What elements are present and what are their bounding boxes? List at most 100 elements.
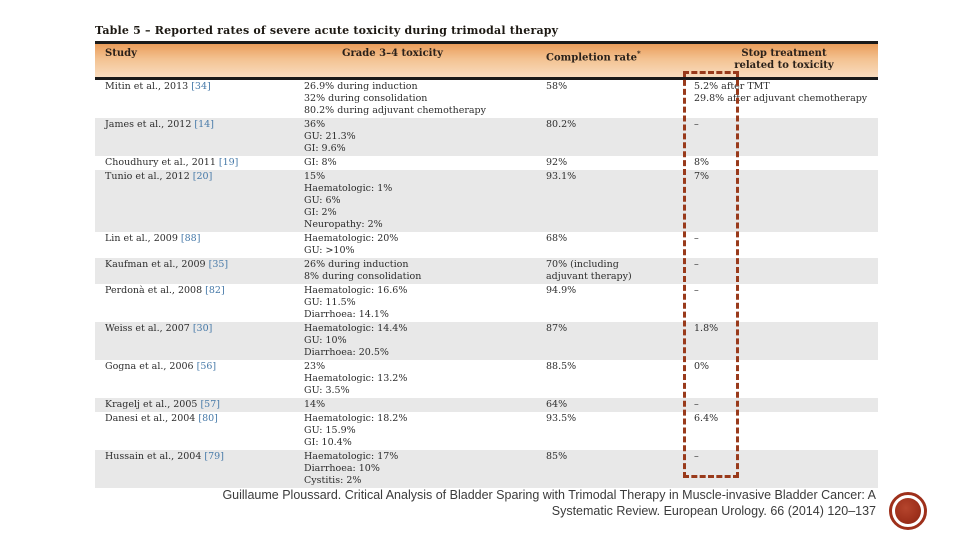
toxicity-line: Diarrhoea: 10%	[304, 463, 380, 474]
study-reference-number: [80]	[198, 413, 218, 424]
stop-treatment-line: –	[694, 451, 699, 462]
toxicity-line: 80.2% during adjuvant chemotherapy	[304, 105, 486, 116]
toxicity-line: Haematologic: 1%	[304, 183, 393, 194]
stop-treatment-line: 5.2% after TMT	[694, 81, 770, 92]
completion-line: 94.9%	[546, 285, 577, 296]
completion-rate-footnote-mark: *	[636, 49, 641, 58]
table-row: Danesi et al., 2004 [80] Haematologic: 18…	[95, 412, 878, 450]
table-row: Mitin et al., 2013 [34] 26.9% during indu…	[95, 80, 878, 118]
stop-treatment-cell: –	[690, 233, 878, 257]
toxicity-line: 8% during consolidation	[304, 271, 422, 282]
study-name: Choudhury et al., 2011	[105, 157, 219, 168]
table-title: Table 5 – Reported rates of severe acute…	[95, 24, 559, 37]
stop-treatment-column-highlight-box	[683, 71, 739, 478]
stop-treatment-label-line1: Stop treatment	[741, 48, 827, 59]
toxicity-line: 15%	[304, 171, 326, 182]
study-cell: James et al., 2012 [14]	[95, 119, 300, 155]
toxicity-line: Neuropathy: 2%	[304, 219, 383, 230]
study-cell: Weiss et al., 2007 [30]	[95, 323, 300, 359]
study-reference-number: [19]	[218, 157, 239, 168]
study-name: Hussain et al., 2004	[105, 451, 205, 462]
toxicity-line: 32% during consolidation	[304, 93, 428, 104]
completion-rate-cell: 88.5%	[540, 361, 690, 397]
table-row: Tunio et al., 2012 [20] 15% Haematologic: …	[95, 170, 878, 232]
toxicity-line: Haematologic: 20%	[304, 233, 399, 244]
stop-treatment-line: –	[694, 399, 699, 410]
study-reference-number: [79]	[204, 451, 224, 462]
completion-line: 85%	[546, 451, 568, 462]
completion-rate-cell: 64%	[540, 399, 690, 411]
toxicity-line: 36%	[304, 119, 326, 130]
toxicity-line: GU: 3.5%	[304, 385, 350, 396]
study-cell: Mitin et al., 2013 [34]	[95, 81, 300, 117]
stop-treatment-line: 6.4%	[694, 413, 719, 424]
toxicity-cell: Haematologic: 20% GU: >10%	[300, 233, 540, 257]
completion-rate-cell: 58%	[540, 81, 690, 117]
toxicity-line: Haematologic: 13.2%	[304, 373, 408, 384]
completion-rate-cell: 93.5%	[540, 413, 690, 449]
completion-line: 68%	[546, 233, 568, 244]
stop-treatment-cell: 7%	[690, 171, 878, 231]
study-name: James et al., 2012	[105, 119, 195, 130]
study-name: Danesi et al., 2004	[105, 413, 199, 424]
toxicity-line: GI: 10.4%	[304, 437, 352, 448]
study-cell: Perdonà et al., 2008 [82]	[95, 285, 300, 321]
toxicity-table: Table 5 – Reported rates of severe acute…	[95, 24, 878, 488]
study-cell: Tunio et al., 2012 [20]	[95, 171, 300, 231]
stop-treatment-line: –	[694, 119, 699, 130]
completion-line: 93.1%	[546, 171, 577, 182]
study-reference-number: [56]	[196, 361, 217, 372]
study-cell: Hussain et al., 2004 [79]	[95, 451, 300, 487]
toxicity-line: Cystitis: 2%	[304, 475, 362, 486]
stop-treatment-label-line2: related to toxicity	[734, 60, 834, 71]
completion-rate-cell: 94.9%	[540, 285, 690, 321]
toxicity-cell: Haematologic: 18.2% GU: 15.9% GI: 10.4%	[300, 413, 540, 449]
completion-line: 87%	[546, 323, 568, 334]
completion-rate-cell: 85%	[540, 451, 690, 487]
toxicity-line: 23%	[304, 361, 326, 372]
study-reference-number: [30]	[192, 323, 213, 334]
stop-treatment-cell: –	[690, 285, 878, 321]
citation-line2: Systematic Review. European Urology. 66 …	[551, 504, 876, 518]
table-row: Weiss et al., 2007 [30] Haematologic: 14.…	[95, 322, 878, 360]
table-row: Perdonà et al., 2008 [82] Haematologic: 1…	[95, 284, 878, 322]
completion-rate-cell: 80.2%	[540, 119, 690, 155]
table-row: Gogna et al., 2006 [56] 23% Haematologic: …	[95, 360, 878, 398]
column-header-toxicity: Grade 3–4 toxicity	[342, 48, 443, 59]
toxicity-line: Haematologic: 16.6%	[304, 285, 408, 296]
stop-treatment-cell: –	[690, 119, 878, 155]
table-row: Hussain et al., 2004 [79] Haematologic: 1…	[95, 450, 878, 488]
study-reference-number: [20]	[192, 171, 213, 182]
red-stamp-inner-disc	[895, 498, 921, 524]
toxicity-line: GI: 8%	[304, 157, 337, 168]
toxicity-line: Haematologic: 17%	[304, 451, 399, 462]
table-row: James et al., 2012 [14] 36% GU: 21.3% GI: 9…	[95, 118, 878, 156]
toxicity-cell: 36% GU: 21.3% GI: 9.6%	[300, 119, 540, 155]
study-name: Gogna et al., 2006	[105, 361, 197, 372]
table-header-bottom-rule	[95, 77, 878, 80]
toxicity-line: GU: 15.9%	[304, 425, 356, 436]
stop-treatment-cell: 8%	[690, 157, 878, 169]
study-cell: Lin et al., 2009 [88]	[95, 233, 300, 257]
table-header-row: Study Grade 3–4 toxicity Completion rate…	[95, 44, 878, 77]
completion-line: 88.5%	[546, 361, 577, 372]
study-name: Mitin et al., 2013	[105, 81, 192, 92]
stop-treatment-line: 29.8% after adjuvant chemotherapy	[694, 93, 868, 104]
stop-treatment-cell: 5.2% after TMT 29.8% after adjuvant chemo…	[690, 81, 878, 117]
table-row: Kragelj et al., 2005 [57] 14% 64% –	[95, 398, 878, 412]
toxicity-line: GU: >10%	[304, 245, 355, 256]
completion-rate-cell: 93.1%	[540, 171, 690, 231]
column-header-stop-treatment: Stop treatment related to toxicity	[690, 48, 878, 72]
toxicity-line: Diarrhoea: 20.5%	[304, 347, 389, 358]
completion-rate-cell: 92%	[540, 157, 690, 169]
completion-line: 70% (including	[546, 259, 619, 270]
study-name: Kaufman et al., 2009	[105, 259, 209, 270]
column-header-completion-rate: Completion rate*	[540, 48, 690, 72]
study-name: Lin et al., 2009	[105, 233, 181, 244]
study-reference-number: [14]	[194, 119, 214, 130]
stop-treatment-line: 7%	[694, 171, 710, 182]
toxicity-line: 26% during induction	[304, 259, 409, 270]
stop-treatment-line: 0%	[694, 361, 710, 372]
study-name: Tunio et al., 2012	[105, 171, 193, 182]
